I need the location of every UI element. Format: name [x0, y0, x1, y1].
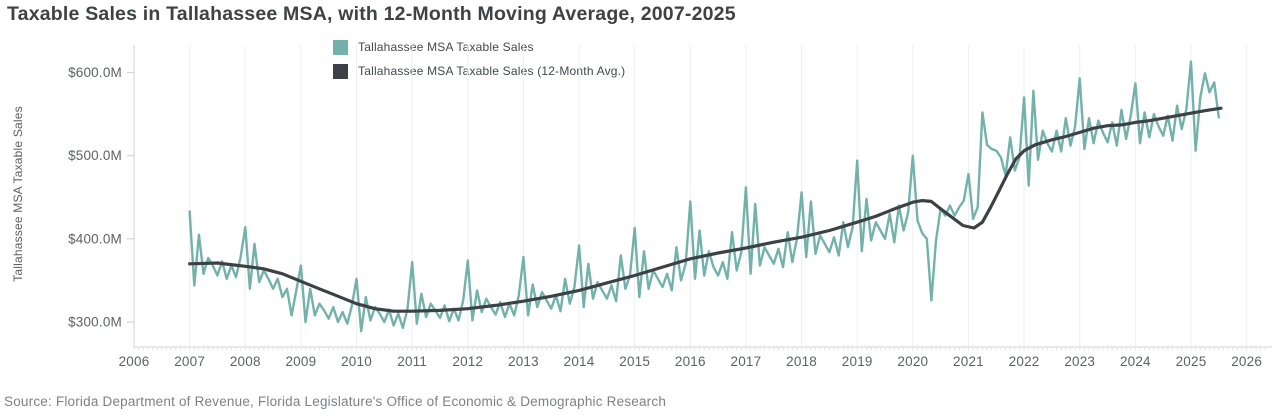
series-taxable-sales-line	[188, 60, 1221, 333]
x-tick-label: 2008	[230, 354, 261, 369]
series-moving-average-line	[188, 106, 1223, 313]
x-tick-label: 2017	[731, 354, 762, 369]
x-tick-label: 2018	[786, 354, 817, 369]
legend-label-moving-average: Tallahassee MSA Taxable Sales (12-Month …	[358, 64, 626, 78]
y-tick-label: $500.0M	[68, 148, 122, 163]
x-tick-label: 2025	[1176, 354, 1207, 369]
x-axis: 2006 2007 2008 2009 2010 2011 2012 2013 2014 2015…	[119, 354, 1262, 369]
legend-swatch-teal	[333, 39, 348, 55]
x-tick-label: 2023	[1064, 354, 1095, 369]
y-axis: $600.0M $500.0M $400.0M $300.0M	[68, 65, 134, 330]
x-tick-label: 2013	[508, 354, 539, 369]
year-gridlines	[133, 45, 1248, 347]
x-tick-label: 2009	[285, 354, 316, 369]
source-text: Source: Florida Department of Revenue, F…	[4, 394, 667, 409]
x-tick-label: 2022	[1009, 354, 1040, 369]
y-tick-label: $400.0M	[68, 231, 122, 246]
x-tick-label: 2024	[1120, 354, 1151, 369]
legend-label-taxable-sales: Tallahassee MSA Taxable Sales	[358, 40, 534, 54]
x-tick-label: 2012	[452, 354, 483, 369]
x-tick-label: 2021	[953, 354, 984, 369]
x-tick-label: 2019	[842, 354, 873, 369]
x-tick-label: 2007	[174, 354, 205, 369]
x-tick-label: 2016	[675, 354, 706, 369]
x-tick-label: 2015	[619, 354, 650, 369]
x-tick-label: 2014	[564, 354, 595, 369]
x-tick-label: 2026	[1231, 354, 1262, 369]
y-tick-label: $600.0M	[68, 65, 122, 80]
x-axis-minor-ticks	[133, 347, 1266, 351]
chart-title: Taxable Sales in Tallahassee MSA, with 1…	[7, 3, 736, 25]
x-tick-label: 2020	[897, 354, 928, 369]
legend-swatch-dark	[333, 63, 348, 79]
y-tick-label: $300.0M	[68, 315, 122, 330]
legend-item-taxable-sales[interactable]: Tallahassee MSA Taxable Sales	[333, 39, 625, 55]
legend-item-moving-average[interactable]: Tallahassee MSA Taxable Sales (12-Month …	[333, 63, 625, 79]
legend: Tallahassee MSA Taxable Sales Tallahasse…	[333, 39, 625, 87]
x-tick-label: 2010	[341, 354, 372, 369]
x-tick-label: 2006	[119, 354, 150, 369]
x-tick-label: 2011	[397, 354, 427, 369]
